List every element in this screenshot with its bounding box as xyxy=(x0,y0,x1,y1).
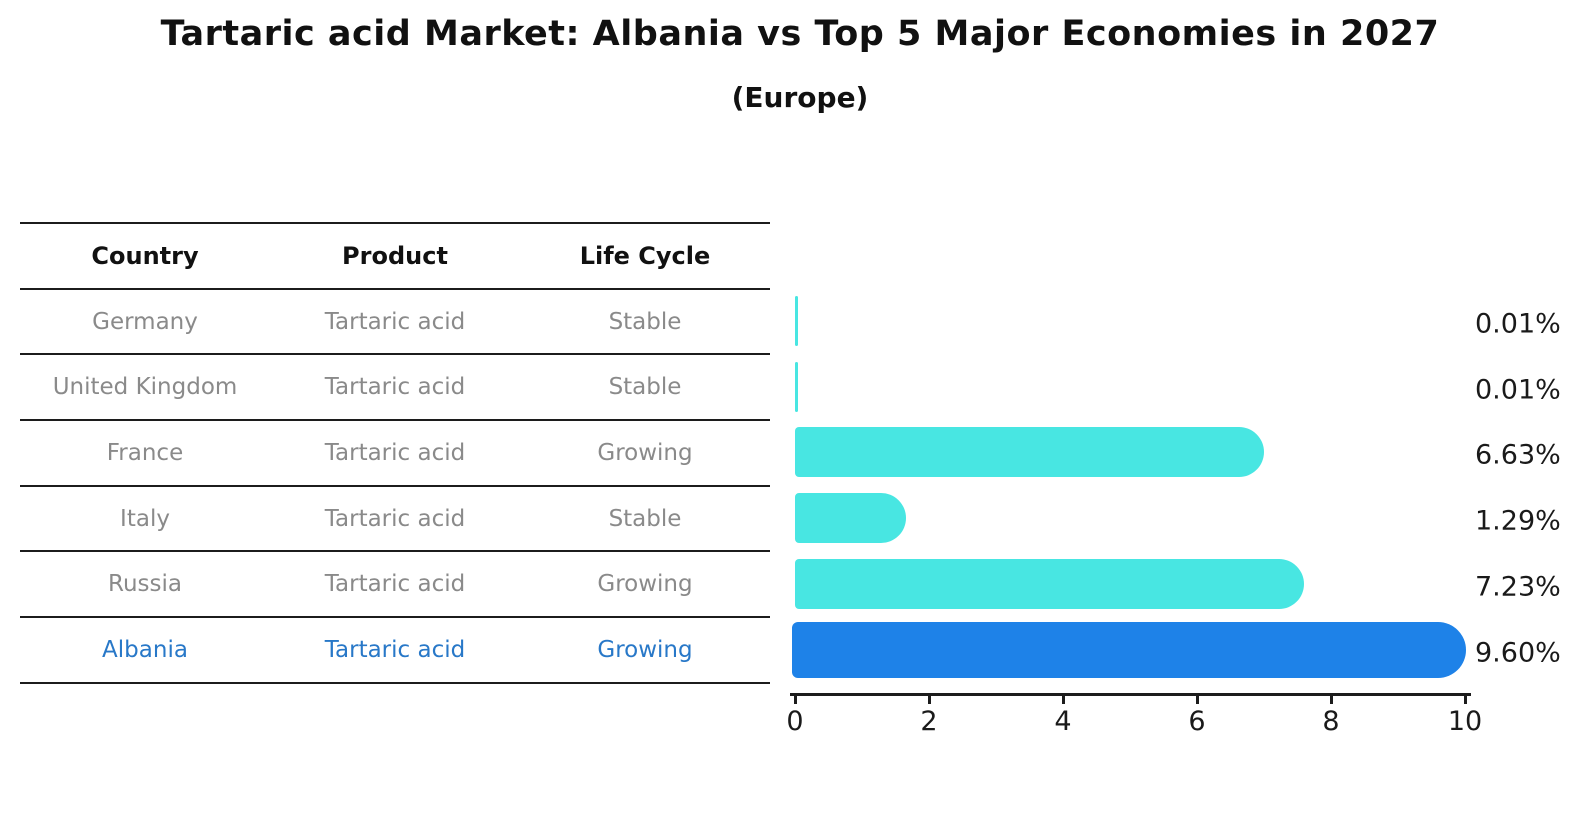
bar-value-label: 0.01% xyxy=(1475,308,1561,340)
table-row-albania: Albania Tartaric acid Growing xyxy=(20,618,770,684)
x-axis-tick-label: 10 xyxy=(1447,706,1483,737)
bar-value-label: 6.63% xyxy=(1475,439,1561,471)
x-axis-tick xyxy=(1061,695,1065,704)
x-axis-tick xyxy=(793,695,797,704)
x-axis-tick xyxy=(1463,695,1467,704)
cell-life-cycle: Stable xyxy=(608,505,682,532)
cell-product: Tartaric acid xyxy=(324,636,466,663)
bar-albania xyxy=(792,621,1467,678)
bar-value-label: 7.23% xyxy=(1475,571,1561,603)
cell-product: Tartaric acid xyxy=(324,374,466,401)
cell-product: Tartaric acid xyxy=(324,439,466,466)
chart-subtitle: (Europe) xyxy=(731,81,869,114)
cell-country: France xyxy=(106,439,184,466)
x-axis-tick-label: 0 xyxy=(786,706,804,737)
bar-france xyxy=(795,427,1265,478)
cell-product: Tartaric acid xyxy=(324,308,466,335)
cell-life-cycle: Growing xyxy=(597,439,693,466)
x-axis-tick xyxy=(1329,695,1333,704)
info-table: Country Product Life Cycle Germany Tarta… xyxy=(20,222,770,684)
x-axis-tick xyxy=(927,695,931,704)
bar-russia xyxy=(795,558,1305,609)
table-row: Russia Tartaric acid Growing xyxy=(20,552,770,619)
bar-germany xyxy=(795,296,798,346)
cell-country: Albania xyxy=(102,636,188,663)
table-header-row: Country Product Life Cycle xyxy=(20,222,770,290)
cell-product: Tartaric acid xyxy=(324,571,466,598)
cell-country: Germany xyxy=(92,308,198,335)
x-axis-tick xyxy=(1195,695,1199,704)
chart-title: Tartaric acid Market: Albania vs Top 5 M… xyxy=(160,14,1440,54)
cell-country: United Kingdom xyxy=(52,374,238,401)
column-header-country: Country xyxy=(91,241,199,270)
cell-life-cycle: Stable xyxy=(608,308,682,335)
x-axis-tick-label: 4 xyxy=(1054,706,1072,737)
bar-value-label: 9.60% xyxy=(1475,637,1561,668)
cell-life-cycle: Growing xyxy=(597,636,693,663)
x-axis-tick-label: 2 xyxy=(920,706,938,737)
x-axis-tick-label: 8 xyxy=(1322,706,1340,737)
cell-country: Russia xyxy=(108,571,182,598)
table-row: Germany Tartaric acid Stable xyxy=(20,290,770,356)
bar-value-label: 0.01% xyxy=(1475,374,1561,406)
table-row: United Kingdom Tartaric acid Stable xyxy=(20,355,770,422)
cell-product: Tartaric acid xyxy=(324,505,466,532)
x-axis-tick-label: 6 xyxy=(1188,706,1206,737)
bar-value-label: 1.29% xyxy=(1475,505,1561,537)
bar-united-kingdom xyxy=(795,361,798,412)
cell-life-cycle: Growing xyxy=(597,571,693,598)
bar-italy xyxy=(795,493,907,544)
table-row: Italy Tartaric acid Stable xyxy=(20,487,770,553)
x-axis xyxy=(790,693,1471,696)
cell-life-cycle: Stable xyxy=(608,374,682,401)
column-header-life-cycle: Life Cycle xyxy=(579,241,711,270)
cell-country: Italy xyxy=(120,505,170,532)
column-header-product: Product xyxy=(342,241,448,270)
table-row: France Tartaric acid Growing xyxy=(20,421,770,487)
